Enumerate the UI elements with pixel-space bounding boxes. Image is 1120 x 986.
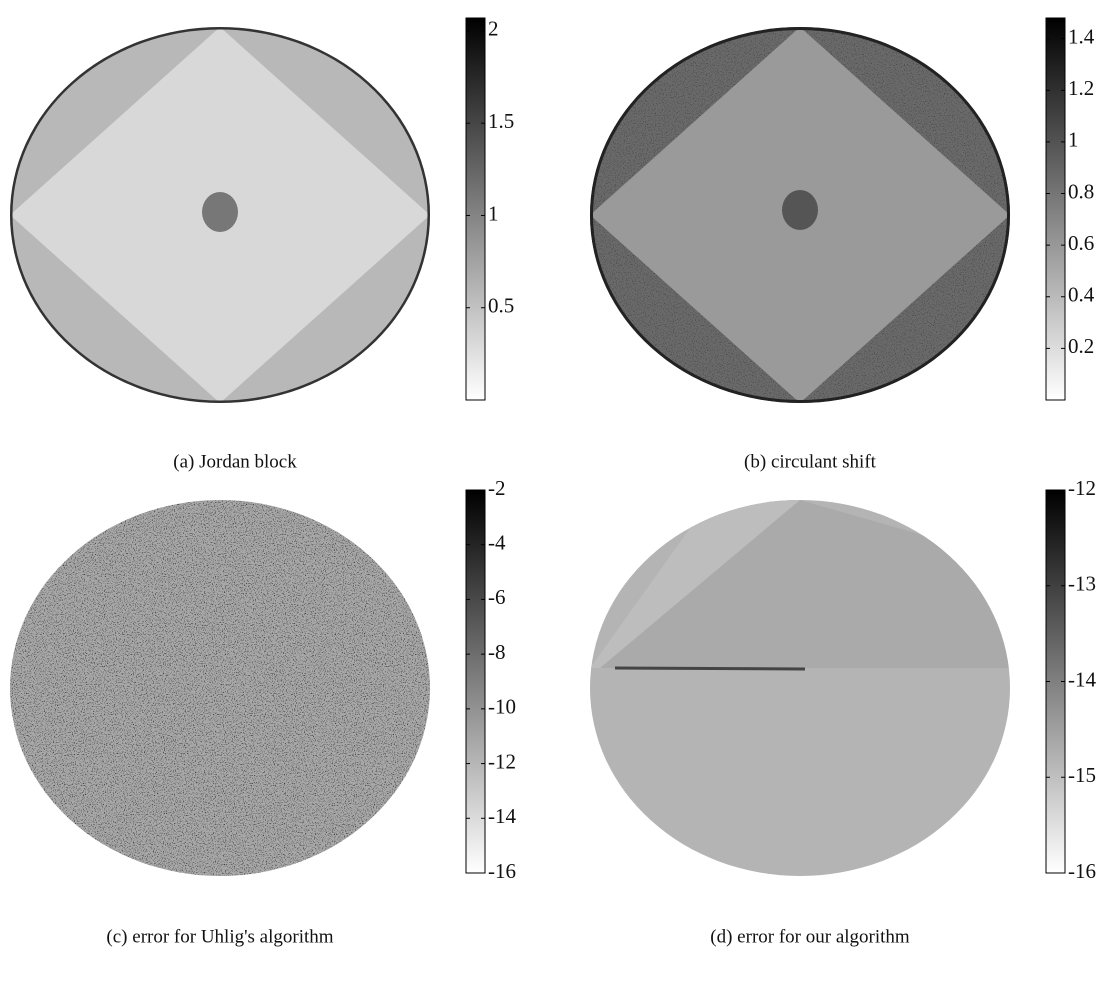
colorbar-tick-label: 0.2 [1068, 334, 1094, 358]
colorbar-tick-label: 2 [488, 17, 499, 41]
colorbar-tick-label: 1.5 [488, 109, 514, 133]
colorbar-tick-label: 0.6 [1068, 231, 1094, 255]
caption: (b) circulant shift [744, 451, 877, 472]
caption: (a) Jordan block [173, 451, 297, 472]
colorbar-tick-label: 0.5 [488, 294, 514, 318]
figure: 0.5 1 1.5 2 (a) Jordan block 0.2 0.4 0.6 0.8 1 1.2… [0, 0, 1120, 981]
image-a [10, 27, 430, 403]
colorbar-tick-label: -14 [1068, 667, 1096, 691]
colorbar [466, 18, 485, 400]
colorbar [1046, 18, 1065, 400]
colorbar-tick-label: -14 [488, 804, 516, 828]
colorbar-tick-label: -12 [488, 749, 516, 773]
colorbar [466, 490, 485, 873]
colorbar-tick-label: -15 [1068, 763, 1096, 787]
colorbar-tick-label: 1 [1068, 128, 1079, 152]
colorbar-tick-label: -16 [488, 859, 516, 883]
colorbar-tick-label: 1 [488, 201, 499, 225]
image-c [10, 500, 430, 876]
caption: (c) error for Uhlig's algorithm [106, 926, 333, 947]
colorbar-tick-label: -16 [1068, 859, 1096, 883]
colorbar-tick-label: 1.2 [1068, 76, 1094, 100]
colorbar-tick-label: -4 [488, 531, 506, 555]
colorbar-tick-label: 1.4 [1068, 24, 1095, 48]
colorbar-tick-label: -12 [1068, 476, 1096, 500]
colorbar-tick-label: 0.8 [1068, 179, 1094, 203]
colorbar-tick-label: -2 [488, 476, 506, 500]
caption: (d) error for our algorithm [710, 926, 910, 947]
colorbar-tick-label: -8 [488, 640, 506, 664]
colorbar-tick-label: -10 [488, 695, 516, 719]
image-d [590, 500, 1010, 876]
colorbar-tick-label: 0.4 [1068, 283, 1095, 307]
image-b [590, 27, 1010, 403]
colorbar-tick-label: -6 [488, 585, 506, 609]
colorbar-tick-label: -13 [1068, 572, 1096, 596]
